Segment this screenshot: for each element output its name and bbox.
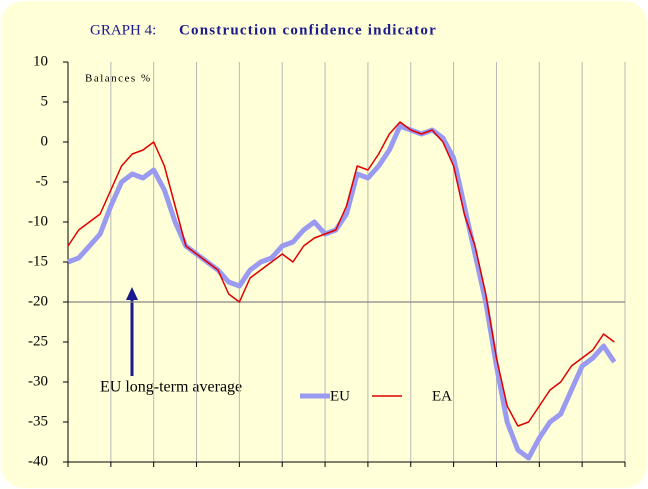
arrow-head bbox=[126, 287, 138, 300]
annotation: EU long-term average bbox=[100, 379, 242, 396]
y-tick-label: -30 bbox=[28, 373, 48, 389]
legend-label: EA bbox=[432, 388, 452, 404]
series-line bbox=[67, 121, 615, 427]
y-tick-label: -40 bbox=[28, 453, 48, 469]
chart-title: Construction confidence indicator bbox=[179, 22, 437, 38]
legend-label: EU bbox=[330, 388, 350, 404]
y-tick-label: -15 bbox=[28, 253, 48, 269]
y-tick-label: 0 bbox=[41, 133, 49, 149]
y-tick-label: -10 bbox=[28, 213, 48, 229]
y-tick-label: -35 bbox=[28, 413, 48, 429]
chart-title-label: GRAPH 4: bbox=[90, 22, 156, 38]
y-axis-label: Balances % bbox=[85, 73, 152, 85]
y-tick-label: -20 bbox=[28, 293, 48, 309]
y-tick-label: 10 bbox=[33, 53, 48, 69]
y-tick-label: -25 bbox=[28, 333, 48, 349]
y-tick-label: -5 bbox=[36, 173, 49, 189]
series-line bbox=[67, 123, 617, 461]
y-tick-label: 5 bbox=[41, 93, 49, 109]
